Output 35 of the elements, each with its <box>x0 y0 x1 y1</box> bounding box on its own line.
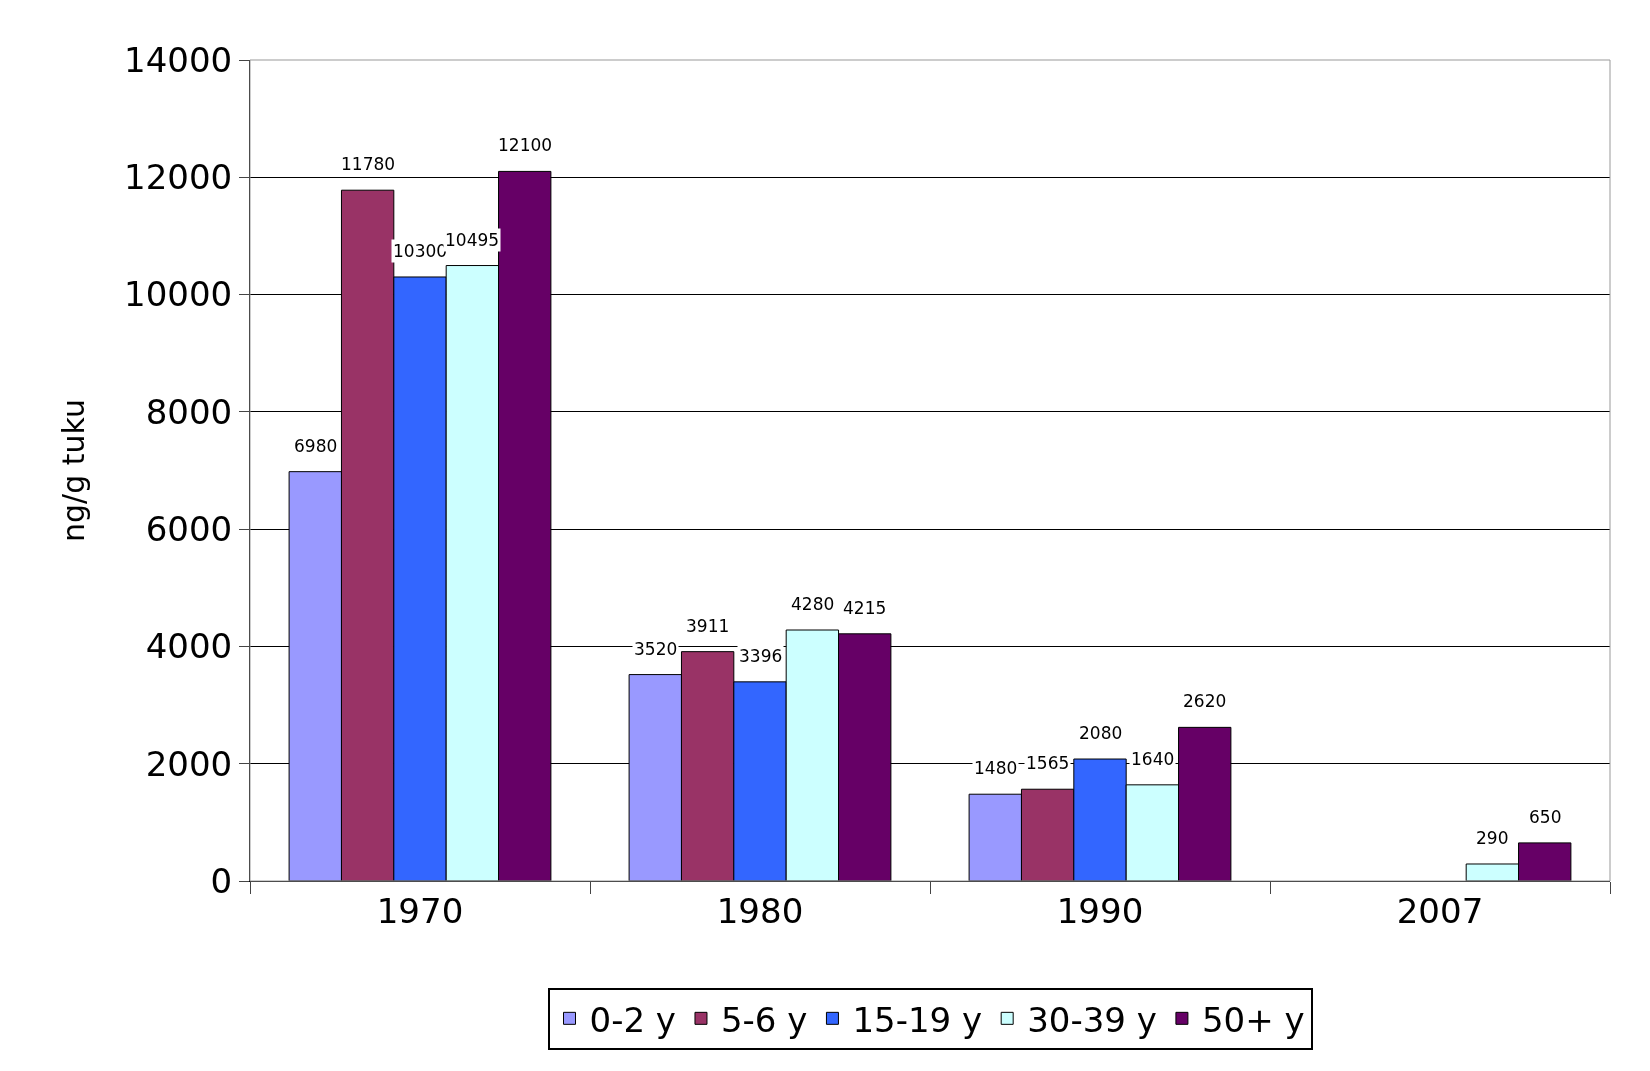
y-tick-label: 14000 <box>124 39 233 80</box>
data-label: 1640 <box>1131 749 1175 769</box>
data-label: 2620 <box>1183 691 1227 711</box>
y-axis-title: ng/g tuku <box>56 399 92 542</box>
x-tick-label: 1980 <box>716 890 804 931</box>
data-label: 10495 <box>445 230 500 250</box>
legend-label: 0-2 y <box>589 999 676 1040</box>
x-tick-label: 2007 <box>1396 890 1484 931</box>
y-tick-label: 0 <box>210 860 233 901</box>
data-label: 1480 <box>974 758 1018 778</box>
y-tick-label: 12000 <box>124 157 233 198</box>
data-label: 4280 <box>791 594 835 614</box>
y-tick-label: 6000 <box>145 509 233 550</box>
y-tick-label: 2000 <box>145 743 233 784</box>
legend-label: 5-6 y <box>720 999 808 1040</box>
data-label: 650 <box>1529 807 1562 827</box>
data-label: 12100 <box>498 135 553 155</box>
data-label: 3396 <box>739 646 783 666</box>
y-tick-label: 4000 <box>145 626 233 667</box>
legend-label: 50+ y <box>1201 999 1305 1040</box>
y-tick-label: 8000 <box>145 391 233 432</box>
legend-label: 30-39 y <box>1027 999 1157 1040</box>
x-tick-label: 1990 <box>1056 890 1144 931</box>
data-label: 4215 <box>843 598 887 618</box>
data-label: 1565 <box>1026 753 1070 773</box>
y-tick-label: 10000 <box>124 274 233 315</box>
data-label: 2080 <box>1079 723 1123 743</box>
data-label: 290 <box>1476 828 1509 848</box>
data-label: 3911 <box>686 616 730 636</box>
data-label: 6980 <box>294 436 338 456</box>
x-tick-label: 1970 <box>376 890 464 931</box>
legend-label: 15-19 y <box>852 999 983 1040</box>
data-label: 11780 <box>341 154 396 174</box>
data-label: 10300 <box>393 241 448 261</box>
data-label: 3520 <box>634 639 678 659</box>
